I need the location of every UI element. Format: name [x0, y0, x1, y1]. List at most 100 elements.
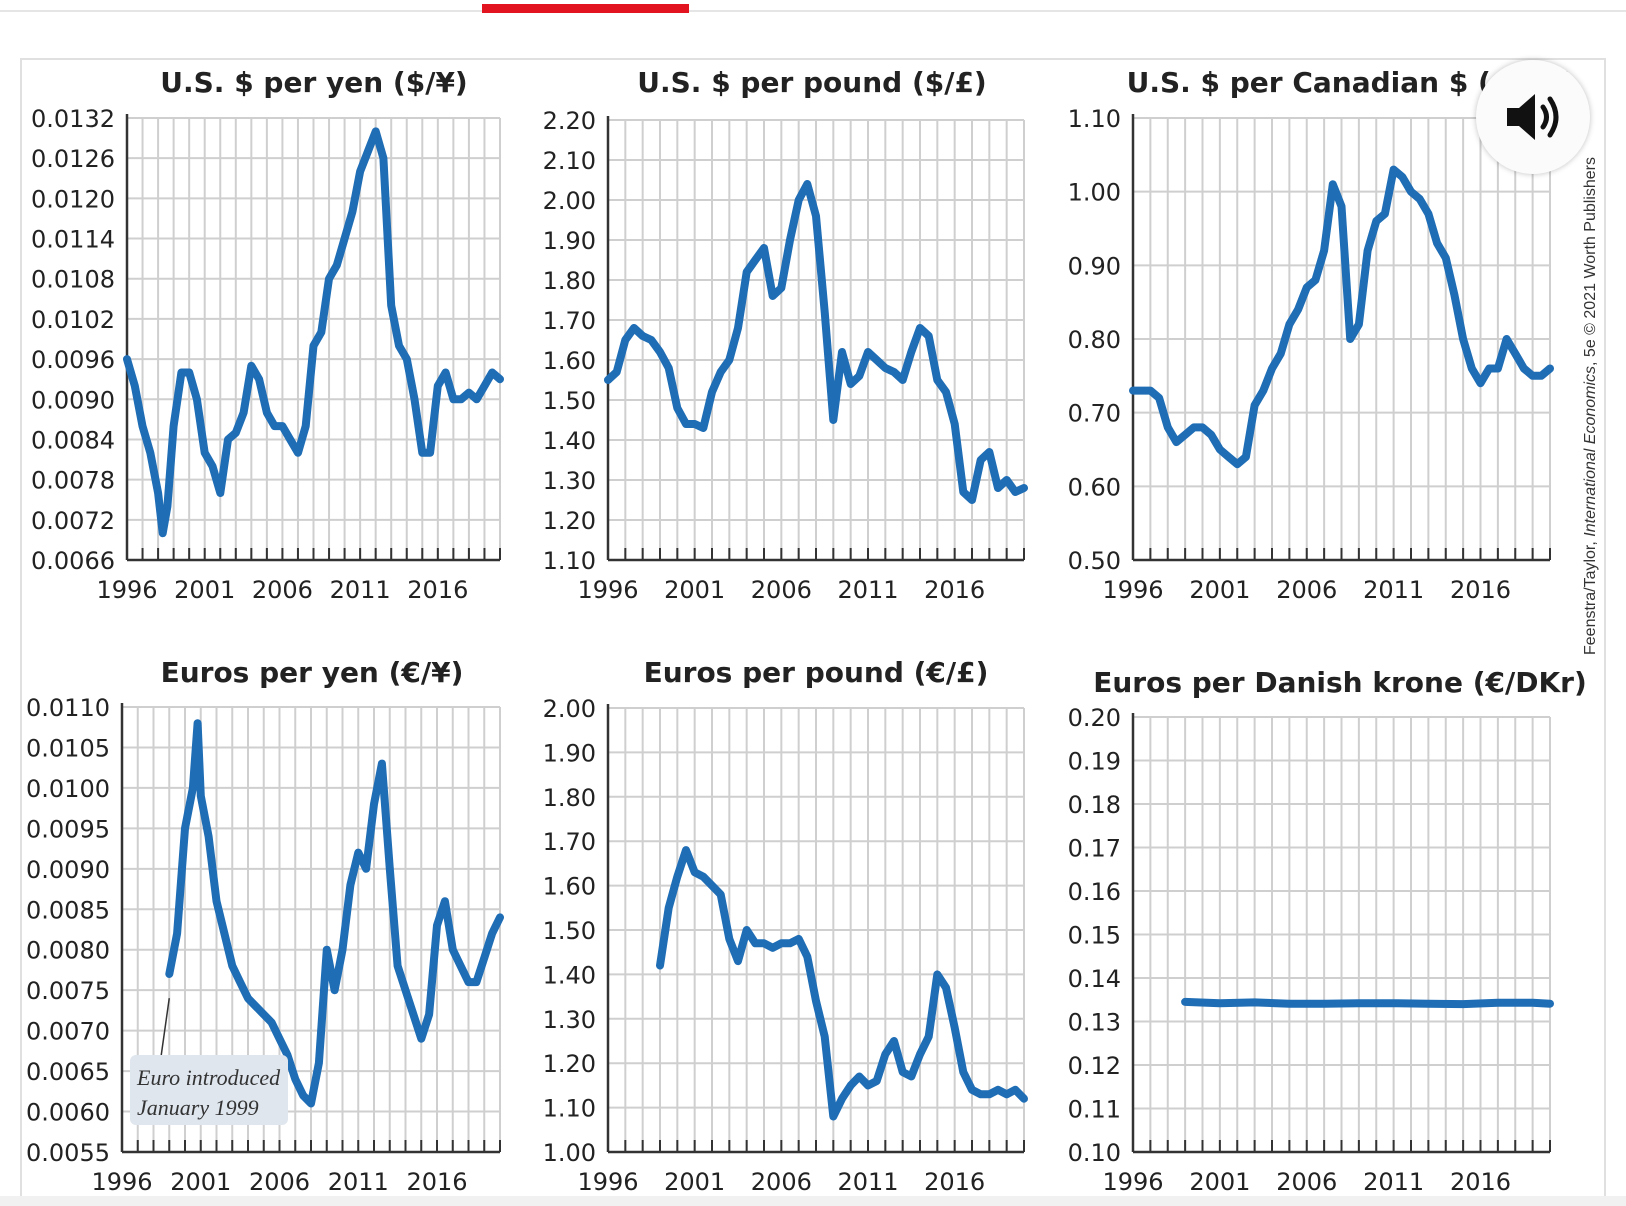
y-tick-label: 0.11	[1068, 1096, 1121, 1124]
x-tick-label: 2006	[1276, 576, 1337, 604]
y-tick-label: 0.0095	[26, 815, 110, 843]
top-rule	[0, 10, 1626, 12]
x-tick-label: 2006	[249, 1168, 310, 1196]
x-tick-label: 2001	[1189, 1168, 1250, 1196]
y-tick-label: 0.0126	[31, 145, 115, 173]
bottom-rule	[0, 1196, 1626, 1206]
y-tick-label: 2.00	[543, 187, 596, 215]
chart-title: Euros per pound (€/£)	[644, 656, 989, 689]
x-tick-label: 1996	[577, 576, 638, 604]
y-tick-label: 0.10	[1068, 1139, 1121, 1167]
y-tick-label: 0.12	[1068, 1052, 1121, 1080]
x-tick-label: 1996	[91, 1168, 152, 1196]
x-tick-label: 2011	[837, 1168, 898, 1196]
chart-panel-4: Euros per yen (€/¥) 0.0110 0.0105 0.0100 0.0…	[26, 656, 504, 1196]
y-tick-label: 0.13	[1068, 1009, 1121, 1037]
y-tick-label: 1.40	[543, 961, 596, 989]
y-tick-label: 0.0114	[31, 226, 115, 254]
x-tick-label: 2001	[664, 1168, 725, 1196]
credit-prefix: Feenstra/Taylor,	[1582, 536, 1599, 655]
y-tick-label: 0.0075	[26, 977, 110, 1005]
x-tick-label: 2016	[924, 576, 985, 604]
chart-title: U.S. $ per pound ($/£)	[637, 66, 986, 99]
chart-title: Euros per yen (€/¥)	[161, 656, 464, 689]
annotation-line-1: Euro introduced	[136, 1065, 281, 1090]
y-tick-label: 0.19	[1068, 748, 1121, 776]
series-line	[656, 846, 1028, 1121]
y-tick-label: 0.60	[1068, 473, 1121, 501]
y-tick-label: 0.17	[1068, 835, 1121, 863]
y-tick-label: 0.20	[1068, 704, 1121, 732]
y-tick-label: 2.00	[543, 695, 596, 723]
y-tick-label: 1.10	[1068, 105, 1121, 133]
y-tick-label: 0.16	[1068, 878, 1121, 906]
y-tick-label: 1.20	[543, 1050, 596, 1078]
y-tick-label: 0.0078	[31, 467, 115, 495]
y-tick-label: 0.0065	[26, 1058, 110, 1086]
x-tick-label: 2006	[252, 576, 313, 604]
series-line	[165, 719, 504, 1108]
y-tick-label: 0.0060	[26, 1099, 110, 1127]
y-tick-label: 2.20	[543, 107, 596, 135]
y-tick-label: 1.00	[543, 1139, 596, 1167]
y-tick-label: 1.30	[543, 1006, 596, 1034]
y-tick-label: 1.20	[543, 507, 596, 535]
x-tick-label: 2001	[170, 1168, 231, 1196]
y-tick-label: 1.00	[1068, 179, 1121, 207]
credit-book: International Economics	[1582, 365, 1599, 537]
y-tick-label: 0.0120	[31, 185, 115, 213]
x-tick-label: 1996	[1102, 1168, 1163, 1196]
series-line	[604, 180, 1028, 504]
y-tick-label: 1.70	[543, 307, 596, 335]
y-tick-label: 0.0084	[31, 426, 115, 454]
audio-button[interactable]	[1476, 60, 1590, 174]
y-tick-label: 1.70	[543, 828, 596, 856]
y-tick-label: 1.10	[543, 547, 596, 575]
y-tick-label: 0.0080	[26, 937, 110, 965]
x-tick-label: 2016	[1450, 1168, 1511, 1196]
x-tick-label: 2006	[1276, 1168, 1337, 1196]
y-tick-label: 0.80	[1068, 326, 1121, 354]
x-tick-label: 1996	[1102, 576, 1163, 604]
active-tab-indicator	[482, 4, 689, 13]
y-tick-label: 1.60	[543, 873, 596, 901]
x-tick-label: 2006	[751, 1168, 812, 1196]
x-tick-label: 2016	[924, 1168, 985, 1196]
y-tick-label: 0.70	[1068, 400, 1121, 428]
y-tick-label: 0.0090	[26, 856, 110, 884]
x-tick-label: 2016	[406, 1168, 467, 1196]
annotation-box	[130, 1055, 288, 1125]
publisher-credit: Feenstra/Taylor, International Economics…	[1582, 55, 1602, 655]
chart-panel-1: U.S. $ per yen ($/¥) 0.0132 0.0126 0.0120 0.…	[31, 66, 504, 604]
y-tick-label: 0.0102	[31, 306, 115, 334]
y-tick-label: 1.40	[543, 427, 596, 455]
series-line	[123, 127, 504, 538]
chart-title: Euros per Danish krone (€/DKr)	[1093, 666, 1587, 699]
y-tick-label: 0.0108	[31, 266, 115, 294]
x-tick-label: 2011	[837, 576, 898, 604]
y-tick-label: 1.80	[543, 784, 596, 812]
x-tick-label: 2011	[1363, 1168, 1424, 1196]
y-tick-label: 0.14	[1068, 965, 1121, 993]
y-tick-label: 0.0100	[26, 775, 110, 803]
y-tick-label: 1.10	[543, 1095, 596, 1123]
x-tick-label: 2016	[407, 576, 468, 604]
x-tick-label: 2001	[174, 576, 235, 604]
y-tick-label: 2.10	[543, 147, 596, 175]
y-tick-label: 0.0072	[31, 507, 115, 535]
x-tick-label: 2011	[328, 1168, 389, 1196]
x-tick-label: 2001	[1189, 576, 1250, 604]
y-tick-label: 0.50	[1068, 547, 1121, 575]
y-tick-label: 0.15	[1068, 922, 1121, 950]
x-tick-label: 2016	[1450, 576, 1511, 604]
x-tick-label: 2001	[664, 576, 725, 604]
y-tick-label: 0.0055	[26, 1139, 110, 1167]
y-tick-label: 0.90	[1068, 252, 1121, 280]
chart-panel-5: Euros per pound (€/£) 2.00 1.90 1.80 1.70 1.6…	[543, 656, 1028, 1196]
y-tick-label: 1.60	[543, 347, 596, 375]
figure-frame	[20, 58, 1606, 1206]
x-tick-label: 1996	[577, 1168, 638, 1196]
y-tick-label: 1.90	[543, 227, 596, 255]
x-tick-label: 1996	[96, 576, 157, 604]
y-tick-label: 0.0096	[31, 346, 115, 374]
